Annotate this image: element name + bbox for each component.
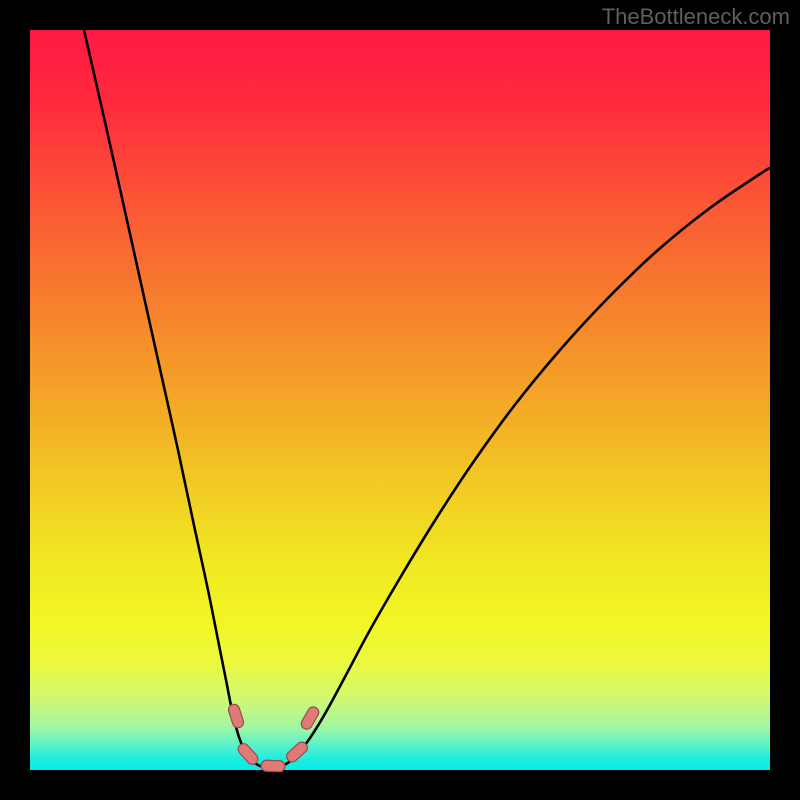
watermark-text: TheBottleneck.com (602, 4, 790, 30)
bottleneck-chart-svg (30, 30, 770, 770)
curve-marker (261, 760, 285, 772)
gradient-background (30, 30, 770, 770)
plot-area (30, 30, 770, 770)
